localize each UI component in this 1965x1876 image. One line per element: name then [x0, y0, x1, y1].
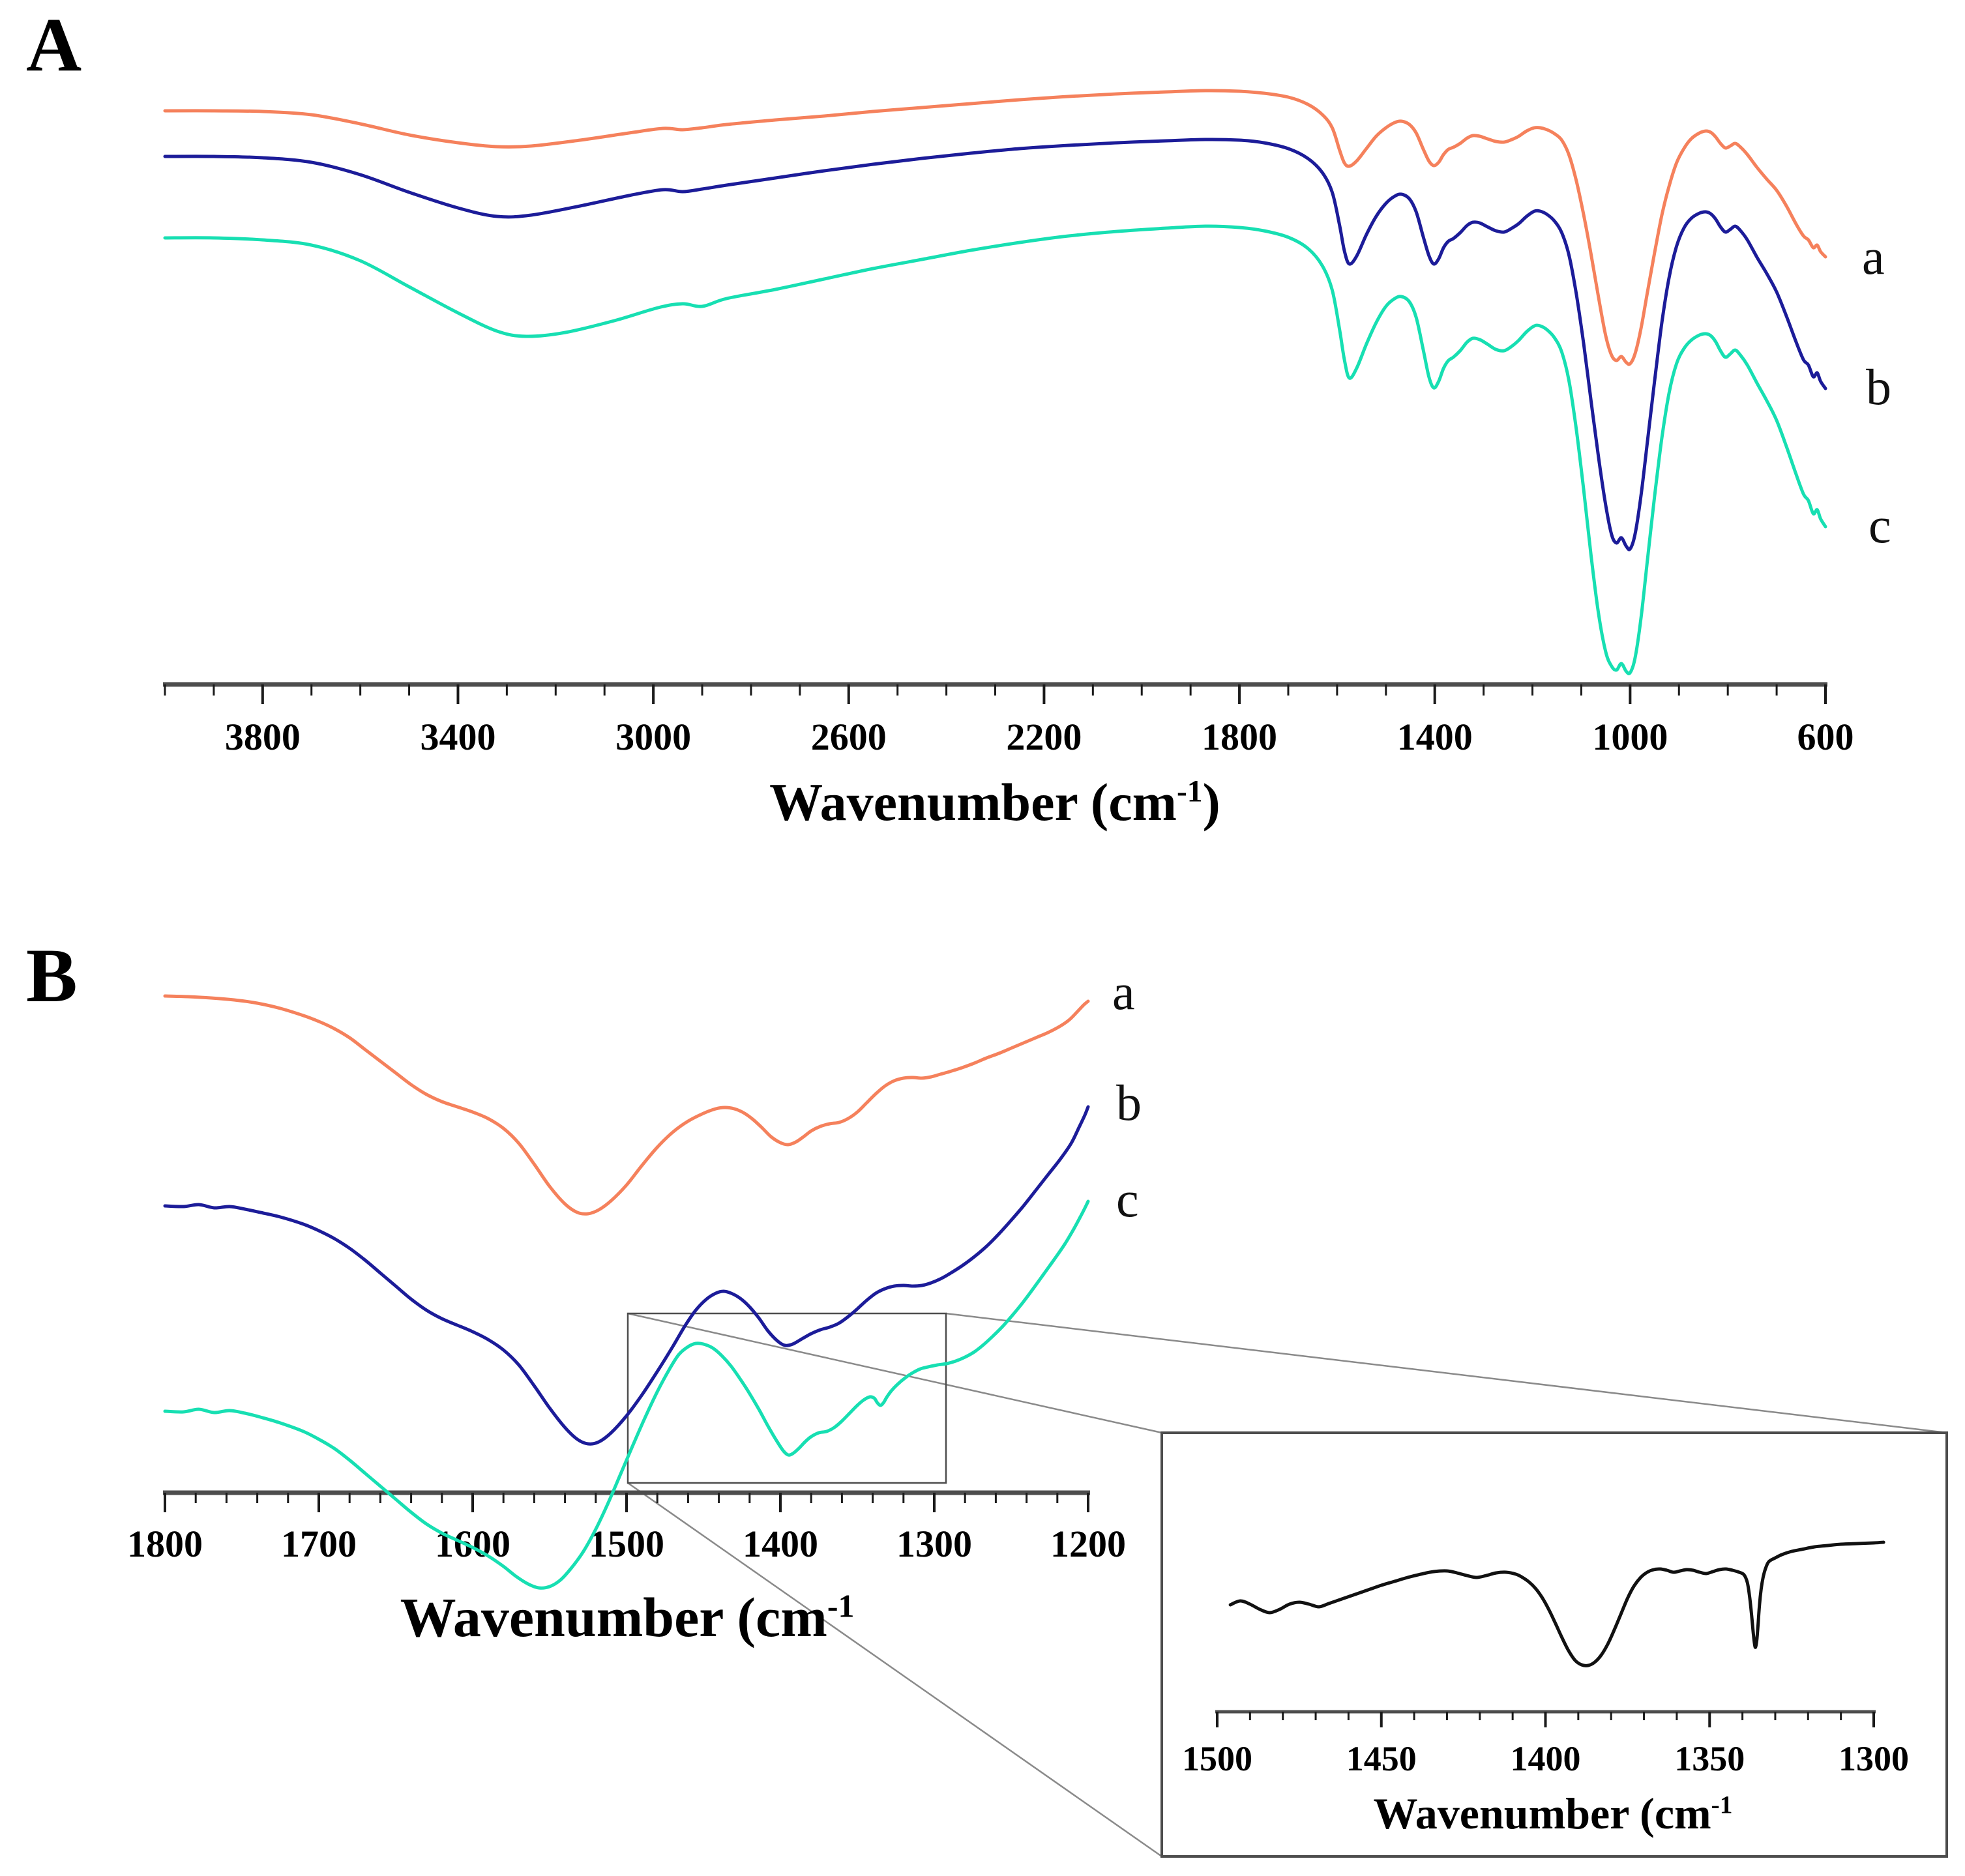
panel_a-tick-label-1800: 1800 — [1202, 716, 1277, 758]
panel_a-curve-label-b: b — [1866, 359, 1891, 415]
panel_b-tick-label-1300: 1300 — [896, 1523, 972, 1565]
panel-a-axis-title-suffix: ) — [1202, 772, 1220, 832]
panel_b-tick-label-1400: 1400 — [743, 1523, 818, 1565]
panel_b-curve-label-a: a — [1112, 963, 1135, 1020]
panel_a-spectrum-c-curve — [163, 224, 1827, 675]
panel_a-tick-label-2600: 2600 — [811, 716, 887, 758]
panel_b-spectrum-a-curve — [163, 994, 1090, 1216]
panel_b-curve-label-b: b — [1116, 1074, 1142, 1131]
inset-tick-label-1350: 1350 — [1674, 1739, 1745, 1778]
panel_a-curve-label-c: c — [1869, 497, 1891, 553]
panel_a-spectrum-b-curve — [163, 138, 1827, 551]
panel_b-spectrum-b-curve — [163, 1105, 1090, 1446]
panel-a-axis-title-sup: -1 — [1176, 774, 1203, 809]
panel_b-tick-label-1800: 1800 — [127, 1523, 203, 1565]
panel-a-axis-title: Wavenumber (cm-1) — [769, 776, 1220, 829]
inset-tick-label-1300: 1300 — [1839, 1739, 1909, 1778]
panel_a-tick-label-2200: 2200 — [1006, 716, 1082, 758]
panel_b-tick-label-1200: 1200 — [1050, 1523, 1126, 1565]
panel_a-tick-label-600: 600 — [1797, 716, 1854, 758]
inset-tick-label-1450: 1450 — [1346, 1739, 1417, 1778]
panel-b-axis-title: Wavenumber (cm-1 — [400, 1589, 855, 1645]
inset-axis-title-sup: -1 — [1711, 1790, 1733, 1819]
panel_a-spectrum-a-curve — [163, 89, 1827, 366]
inset-frame-box — [1160, 1431, 1948, 1858]
inset-axis-title-text: Wavenumber (cm — [1373, 1789, 1711, 1838]
panel_b-tick-label-1500: 1500 — [589, 1523, 664, 1565]
panel_b-zoom-connector-0 — [627, 1312, 1162, 1434]
panel-a-axis-title-text: Wavenumber (cm — [769, 772, 1177, 832]
panel_b-zoom-connector-1 — [627, 1482, 1162, 1858]
panel_b-zoom-region-rect — [627, 1312, 947, 1484]
panel_b-curve-label-c: c — [1116, 1171, 1139, 1227]
inset-spectrum-m-curve — [1228, 1540, 1885, 1667]
inset-axis-title: Wavenumber (cm-1 — [1374, 1791, 1733, 1836]
panel_a-tick-label-1400: 1400 — [1397, 716, 1473, 758]
panel_b-spectrum-c-curve — [163, 1199, 1090, 1590]
panel_a-tick-label-3000: 3000 — [615, 716, 691, 758]
panel-b-letter: B — [26, 933, 78, 1018]
panel_b-tick-label-1600: 1600 — [435, 1523, 510, 1565]
panel_a-curve-label-a: a — [1862, 228, 1885, 285]
inset-tick-label-1400: 1400 — [1511, 1739, 1581, 1778]
panel_a-tick-label-1000: 1000 — [1592, 716, 1668, 758]
panel-b-axis-title-text: Wavenumber (cm — [400, 1586, 827, 1649]
panel_b-tick-label-1700: 1700 — [281, 1523, 357, 1565]
panel-b-axis-title-sup: -1 — [827, 1588, 855, 1624]
inset-tick-label-1500: 1500 — [1182, 1739, 1252, 1778]
panel_b-zoom-connector-2 — [945, 1312, 1947, 1434]
panel-a-letter: A — [26, 2, 82, 87]
panel_a-tick-label-3800: 3800 — [225, 716, 301, 758]
panel_a-tick-label-3400: 3400 — [420, 716, 495, 758]
